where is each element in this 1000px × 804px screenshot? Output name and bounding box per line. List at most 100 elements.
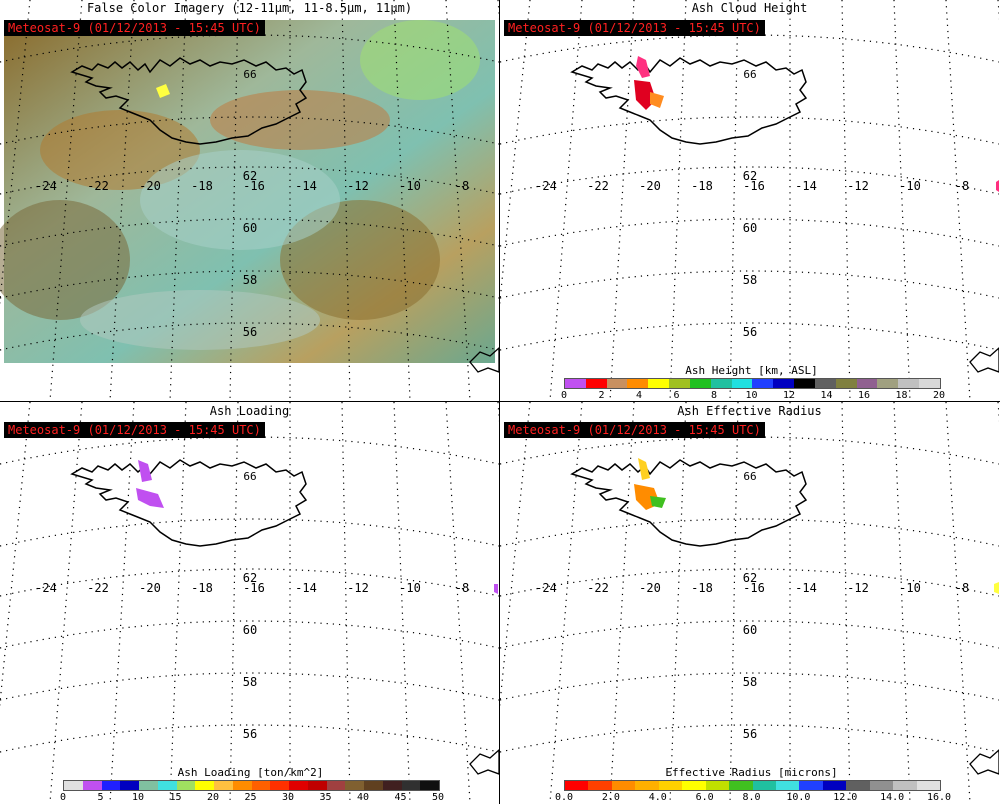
colorbar-segment xyxy=(565,379,586,388)
colorbar-segment xyxy=(64,781,83,790)
colorbar-segment xyxy=(635,781,659,790)
colorbar-segment xyxy=(856,379,878,388)
colorbar-segment xyxy=(689,379,711,388)
ash-retrieval xyxy=(638,458,650,480)
colorbar-segment xyxy=(705,781,730,790)
latitude-label: 62 xyxy=(243,169,257,183)
longitude-label: -22 xyxy=(87,179,109,193)
longitude-line xyxy=(49,0,83,401)
colorbar-label: Ash Loading [ton/km^2] xyxy=(177,766,324,779)
colorbar-segment xyxy=(382,781,402,790)
longitude-line xyxy=(549,402,583,803)
longitude-label: -18 xyxy=(191,581,213,595)
longitude-line xyxy=(609,402,635,803)
timestamp-badge: Meteosat-9 (01/12/2013 - 15:45 UTC) xyxy=(504,422,765,438)
longitude-label: -16 xyxy=(743,179,765,193)
longitude-line xyxy=(841,402,851,803)
colorbar-segment xyxy=(307,781,327,790)
colorbar-label: Effective Radius [microns] xyxy=(665,766,838,779)
lat-lon-grid xyxy=(0,0,499,401)
longitude-label: -12 xyxy=(847,179,869,193)
longitude-label: -8 xyxy=(955,179,969,193)
panel-ash-height: -24 -22 -20 -18 -16 -14 -12 -10 -8 66 62 60 58 56 Ash… xyxy=(500,0,999,401)
colorbar-tick-label: 4 xyxy=(635,390,643,401)
cloud-feature xyxy=(360,20,480,100)
longitude-line xyxy=(109,402,135,803)
colorbar-tick-label: 5 xyxy=(97,792,104,803)
latitude-label: 56 xyxy=(743,727,757,741)
longitude-label: -14 xyxy=(795,179,817,193)
effective-radius-map: -24 -22 -20 -18 -16 -14 -12 -10 -8 66 62 60 58 56 xyxy=(500,402,999,803)
colorbar-tick-label: 10.0 xyxy=(786,792,811,803)
longitude-label: -24 xyxy=(35,179,57,193)
longitude-label: -12 xyxy=(847,581,869,595)
longitude-line xyxy=(841,0,851,401)
latitude-label: 56 xyxy=(243,325,257,339)
colorbar-tick-label: 20 xyxy=(206,792,220,803)
colorbar-segment xyxy=(364,781,383,790)
panel-title: False Color Imagery (12-11µm, 11-8.5µm, … xyxy=(86,1,413,15)
colorbar-segment xyxy=(565,781,589,790)
longitude-line xyxy=(341,402,351,803)
colorbar-tick-label: 10 xyxy=(131,792,145,803)
colorbar-segment xyxy=(585,379,607,388)
panel-title: Ash Effective Radius xyxy=(677,404,822,418)
longitude-line xyxy=(497,0,499,21)
longitude-line xyxy=(393,402,411,803)
panel-ash-loading: -24 -22 -20 -18 -16 -14 -12 -10 -8 66 62 60 58 56 Ash… xyxy=(0,402,499,803)
longitude-line xyxy=(497,402,499,423)
longitude-label: -20 xyxy=(639,581,661,595)
longitude-label: -16 xyxy=(243,581,265,595)
ash-retrieval xyxy=(994,582,999,594)
colorbar-segment xyxy=(658,781,683,790)
longitude-label: -22 xyxy=(87,581,109,595)
colorbar-segment xyxy=(835,379,857,388)
colorbar-segment xyxy=(120,781,139,790)
colorbar-tick-label: 14.0 xyxy=(880,792,905,803)
colorbar-tick-label: 0.0 xyxy=(554,792,574,803)
colorbar-tick-label: 4.0 xyxy=(648,792,667,803)
ash-retrieval xyxy=(650,496,666,508)
colorbar-tick-label: 0 xyxy=(59,792,67,803)
longitude-label: -20 xyxy=(639,179,661,193)
colorbar-segment xyxy=(752,781,776,790)
longitude-label: -14 xyxy=(295,581,317,595)
longitude-label: -10 xyxy=(399,179,421,193)
longitude-line xyxy=(893,402,911,803)
effective-radius-colorbar xyxy=(564,780,941,791)
latitude-label: 62 xyxy=(743,169,757,183)
latitude-label: 60 xyxy=(743,221,757,235)
longitude-line xyxy=(997,0,999,21)
colorbar-segment xyxy=(101,781,121,790)
colorbar-tick-label: 18 xyxy=(895,390,908,401)
timestamp-badge: Meteosat-9 (01/12/2013 - 15:45 UTC) xyxy=(4,20,265,36)
timestamp-badge: Meteosat-9 (01/12/2013 - 15:45 UTC) xyxy=(504,20,765,36)
colorbar-tick-label: 2.0 xyxy=(601,792,620,803)
latitude-label: 62 xyxy=(743,571,757,585)
colorbar-segment xyxy=(869,781,894,790)
colorbar-segment xyxy=(898,379,920,388)
colorbar-tick-label: 12 xyxy=(782,390,796,401)
colorbar-segment xyxy=(157,781,177,790)
latitude-label: 58 xyxy=(243,675,257,689)
colorbar-segment xyxy=(794,379,815,388)
iceland-coastline xyxy=(70,57,308,145)
colorbar-tick-label: 10 xyxy=(745,390,758,401)
colorbar-segment xyxy=(648,379,670,388)
colorbar-tick-label: 20 xyxy=(932,390,946,401)
latitude-line xyxy=(500,518,999,547)
colorbar-tick-label: 50 xyxy=(431,792,445,803)
panel-false-color: -24 -22 -20 -18 -16 -14 -12 -10 -8 66 62 60 58 56 Fal… xyxy=(0,0,499,401)
longitude-line xyxy=(997,402,999,423)
scotland-coastline xyxy=(969,749,999,775)
cloud-feature xyxy=(80,290,320,350)
longitude-line xyxy=(229,402,239,803)
lat-lon-grid xyxy=(0,402,499,803)
colorbar-tick-label: 12.0 xyxy=(833,792,858,803)
longitude-label: -14 xyxy=(795,581,817,595)
cloud-feature xyxy=(140,150,340,250)
latitude-line xyxy=(500,436,999,465)
longitude-label: -18 xyxy=(691,179,713,193)
longitude-label: -16 xyxy=(743,581,765,595)
colorbar-segment xyxy=(822,781,847,790)
